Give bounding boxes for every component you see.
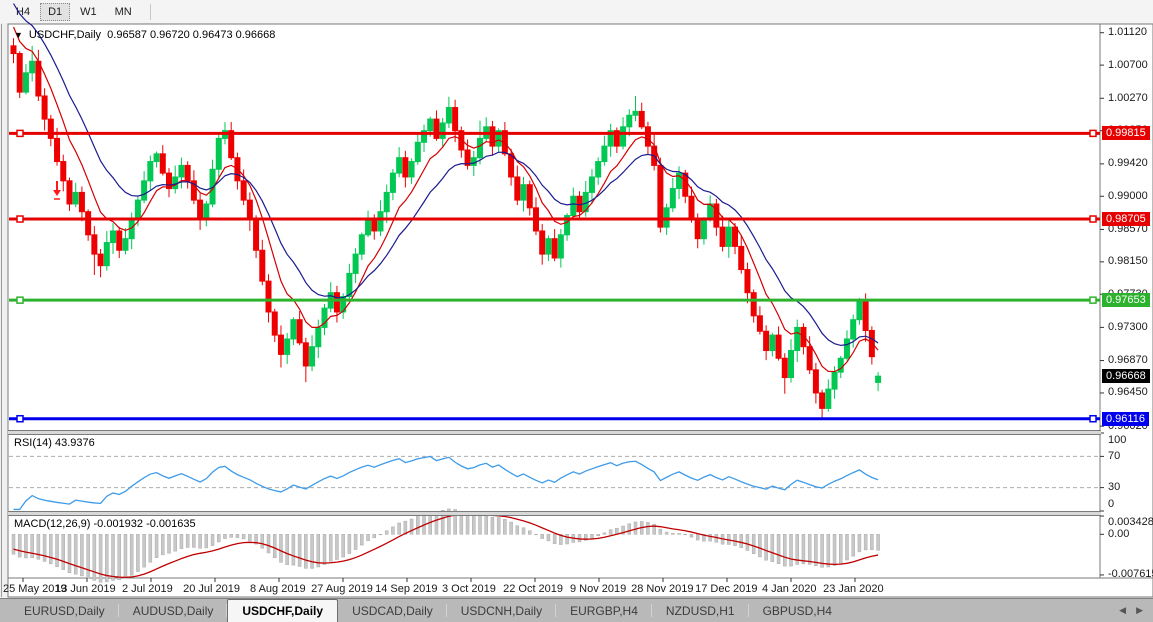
chart-tab-eurusd[interactable]: EURUSD,Daily <box>10 599 119 622</box>
macd-pane-splitter[interactable] <box>8 511 1101 516</box>
tab-scroll-controls: ◀ ▶ <box>1119 599 1153 622</box>
toolbar-separator <box>149 3 151 20</box>
chart-tab-gbpusd[interactable]: GBPUSD,H4 <box>762 603 832 618</box>
horizontal-line-0.96116[interactable] <box>9 414 1100 423</box>
chart-tab-nzdusd[interactable]: NZDUSD,H1 <box>652 599 749 622</box>
horizontal-line-0.99815[interactable] <box>9 129 1100 138</box>
macd-histogram <box>11 508 880 583</box>
chart-tab-bar: EURUSD,Daily AUDUSD,Daily USDCHF,Daily USDC… <box>0 598 1153 622</box>
chart-tab-usdcnh[interactable]: USDCNH,Daily <box>447 599 557 622</box>
timeframe-button-mn[interactable]: MN <box>107 3 140 21</box>
date-axis[interactable] <box>8 578 1100 596</box>
timeframe-toolbar: H4 D1 W1 MN <box>0 0 1153 23</box>
chart-tab-usdchf[interactable]: USDCHF,Daily <box>227 599 339 622</box>
ma-slow-line <box>12 3 879 347</box>
window-left-edge <box>1 24 2 597</box>
chart-window-border <box>7 23 1153 598</box>
tabs-scroll-right-icon[interactable]: ▶ <box>1136 605 1143 615</box>
rsi-pane-splitter[interactable] <box>8 430 1101 435</box>
chart-tab-eurgbp[interactable]: EURGBP,H4 <box>556 599 652 622</box>
macd-signal-line <box>13 513 879 579</box>
timeframe-button-w1[interactable]: W1 <box>72 3 105 21</box>
ma-fast-line <box>12 26 879 373</box>
horizontal-line-0.97653[interactable] <box>9 296 1100 304</box>
sell-arrow-icon[interactable] <box>53 181 61 200</box>
price-axis[interactable] <box>1101 25 1153 577</box>
chart-tabs: EURUSD,Daily AUDUSD,Daily USDCHF,Daily USDC… <box>0 599 846 622</box>
horizontal-line-0.98705[interactable] <box>9 215 1100 223</box>
chart-tab-audusd[interactable]: AUDUSD,Daily <box>119 599 228 622</box>
rsi-line <box>13 455 879 511</box>
chart-tab-usdcad[interactable]: USDCAD,Daily <box>338 599 447 622</box>
timeframe-button-d1[interactable]: D1 <box>40 2 71 21</box>
tabs-scroll-left-icon[interactable]: ◀ <box>1119 605 1127 615</box>
